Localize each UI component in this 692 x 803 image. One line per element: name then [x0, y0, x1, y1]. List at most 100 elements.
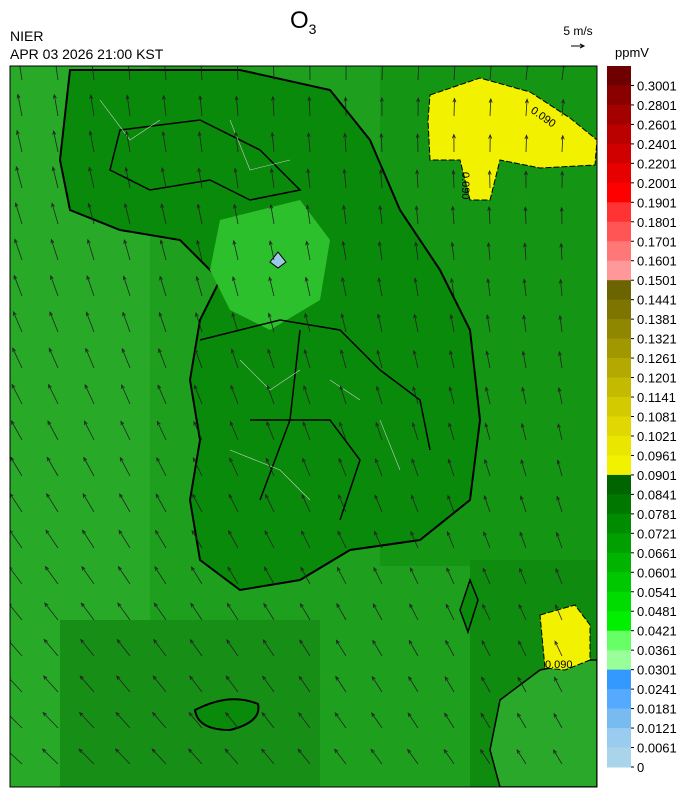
wind-arrow — [16, 93, 23, 117]
wind-arrow — [336, 602, 347, 621]
colorbar-cell — [607, 143, 631, 164]
wind-arrow — [89, 94, 95, 117]
wind-arrow — [48, 383, 59, 405]
colorbar-cell — [607, 747, 631, 768]
wind-arrow — [44, 565, 59, 585]
wind-arrow — [522, 314, 527, 333]
wind-arrow — [10, 676, 23, 693]
wind-arrow — [407, 748, 419, 765]
colorbar-cell — [607, 728, 631, 749]
wind-arrow — [227, 566, 239, 585]
wind-arrow — [343, 96, 348, 117]
wind-arrow — [156, 456, 167, 477]
wind-arrow — [232, 239, 239, 261]
wind-arrow — [87, 202, 95, 225]
wind-arrow — [410, 530, 419, 549]
wind-arrow — [335, 675, 347, 693]
wind-arrow — [270, 131, 275, 153]
wind-arrow — [187, 748, 203, 765]
wind-arrow — [12, 347, 23, 369]
wind-arrow — [372, 639, 383, 657]
wind-arrow — [445, 603, 455, 621]
colorbar-tick-label: 0.2801 — [637, 98, 677, 113]
wind-arrow — [45, 529, 59, 549]
wind-arrow — [517, 712, 527, 729]
colorbar-tick-label: 0.1081 — [637, 410, 677, 425]
colorbar-tick-label: 0.0961 — [637, 448, 677, 463]
wind-arrow — [415, 169, 420, 189]
wind-arrow — [189, 675, 203, 693]
wind-arrow — [345, 66, 347, 81]
wind-arrow — [125, 130, 131, 153]
colorbar-cell — [607, 669, 631, 690]
wind-arrow — [411, 422, 419, 441]
wind-arrow — [192, 457, 203, 477]
wind-arrow — [554, 640, 563, 657]
wind-arrow — [377, 240, 383, 261]
wind-arrow — [43, 638, 59, 657]
wind-arrow — [552, 749, 563, 765]
wind-arrow — [230, 384, 239, 405]
wind-arrow — [114, 748, 131, 765]
wind-arrow — [309, 66, 311, 81]
low-concentration-spot — [269, 251, 287, 269]
colorbar-cell — [607, 650, 631, 671]
wind-arrow — [41, 748, 59, 765]
title: O3 — [290, 7, 317, 37]
wind-arrow — [556, 459, 563, 477]
wind-arrow — [261, 748, 275, 765]
colorbar-cell — [607, 358, 631, 379]
wind-arrow — [524, 170, 528, 189]
wind-arrow — [486, 278, 491, 297]
wind-arrow — [488, 133, 493, 153]
wind-arrow — [232, 275, 239, 297]
wind-arrow — [159, 239, 167, 261]
wind-arrow — [153, 602, 167, 621]
wind-arrow — [262, 675, 275, 693]
wind-arrow — [451, 133, 456, 153]
colorbar-tick-label: 0.0781 — [637, 507, 677, 522]
wind-arrow — [304, 276, 311, 297]
wind-arrow — [485, 350, 491, 369]
wind-arrow — [118, 529, 131, 549]
field-patch — [60, 620, 320, 787]
wind-arrow — [195, 275, 203, 297]
wind-arrow — [298, 675, 311, 693]
colorbar-cell — [607, 182, 631, 203]
wind-arrow — [122, 275, 131, 297]
wind-arrow — [518, 603, 527, 621]
wind-arrow — [46, 492, 59, 513]
wind-arrow — [234, 95, 239, 117]
wind-arrow — [450, 241, 455, 261]
wind-arrow — [486, 241, 491, 261]
wind-arrow — [342, 168, 347, 189]
colorbar-tick-label: 0.3001 — [637, 78, 677, 93]
wind-arrow — [234, 131, 239, 153]
wind-arrow — [10, 529, 23, 549]
wind-arrow — [306, 168, 311, 189]
wind-arrow — [119, 493, 131, 513]
wind-arrow — [409, 603, 419, 621]
wind-arrow — [557, 423, 563, 441]
colorbar-tick-label: 0.1901 — [637, 195, 677, 210]
wind-arrow — [488, 97, 493, 117]
wind-arrow — [407, 712, 419, 729]
wind-arrow — [451, 205, 455, 225]
wind-arrow — [379, 132, 384, 153]
wind-arrow — [410, 494, 419, 513]
wind-arrow — [266, 421, 275, 441]
wind-arrow — [10, 419, 23, 441]
wind-arrow — [193, 420, 203, 441]
wind-arrow — [519, 567, 527, 585]
wind-arrow — [267, 348, 275, 369]
colorbar-cell — [607, 533, 631, 554]
colorbar-cell — [607, 494, 631, 515]
wind-arrow — [85, 347, 95, 369]
wind-arrow — [374, 494, 383, 513]
wind-arrow — [115, 711, 131, 729]
wind-arrow — [85, 311, 95, 333]
wind-arrow — [307, 96, 312, 117]
wind-arrow — [52, 129, 59, 153]
colorbar-tick-label: 0.1601 — [637, 254, 677, 269]
wind-arrow — [485, 314, 491, 333]
